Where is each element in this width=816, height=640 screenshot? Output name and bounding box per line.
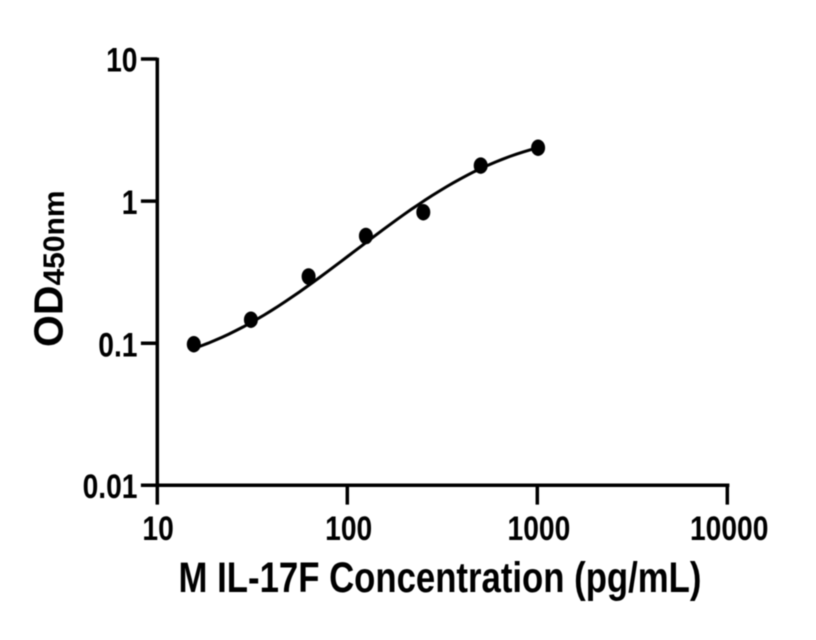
svg-text:M IL-17F Concentration (pg/mL): M IL-17F Concentration (pg/mL) — [179, 554, 702, 601]
svg-text:1000: 1000 — [508, 510, 571, 548]
svg-text:1: 1 — [122, 183, 138, 221]
svg-text:10: 10 — [142, 510, 173, 548]
svg-text:0.1: 0.1 — [98, 326, 137, 364]
svg-text:10: 10 — [106, 41, 137, 79]
svg-text:10000: 10000 — [690, 510, 768, 548]
svg-text:0.01: 0.01 — [83, 468, 138, 506]
svg-text:100: 100 — [325, 510, 372, 548]
